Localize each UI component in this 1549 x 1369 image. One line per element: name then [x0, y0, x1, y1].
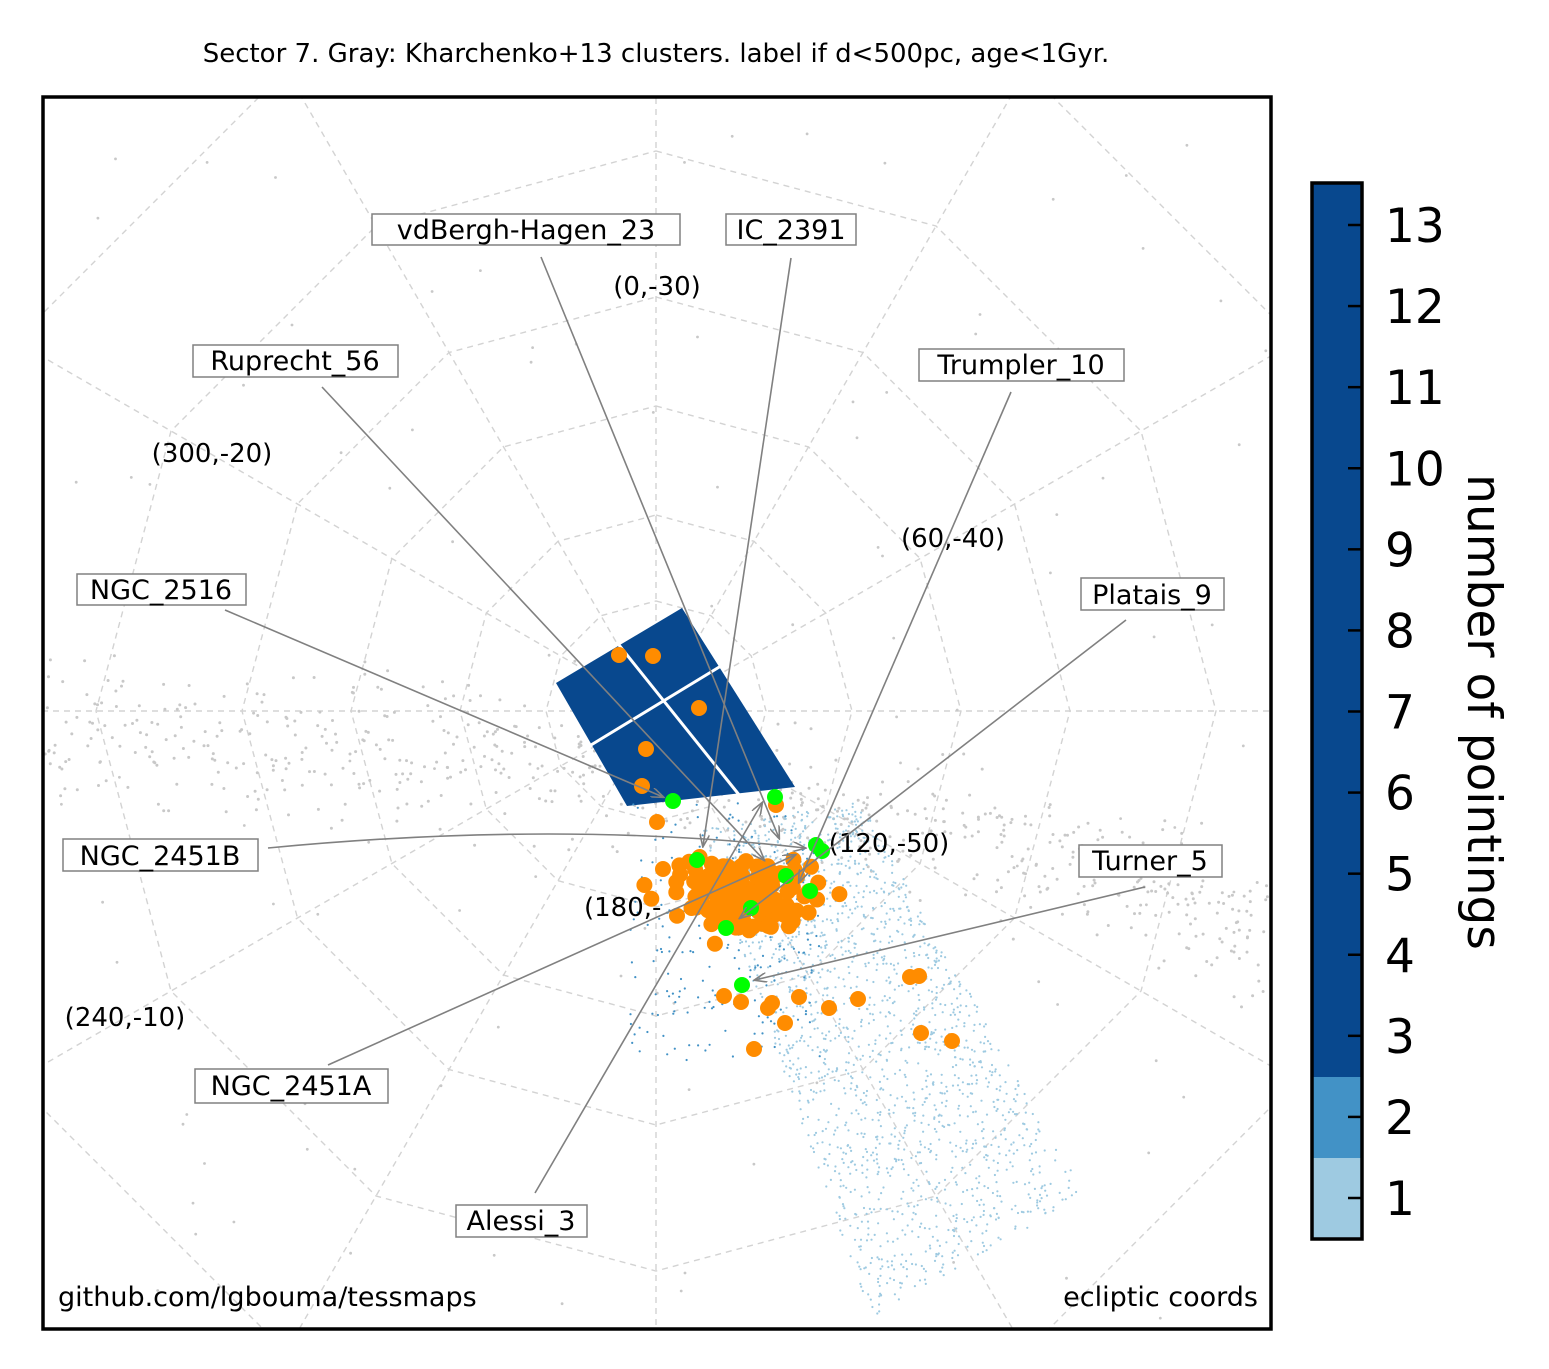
colorbar-tick-1: 1 — [1385, 1172, 1415, 1227]
label-platais-9: Platais_9 — [1092, 580, 1212, 611]
grid-label-60: (60,-40) — [901, 524, 1005, 554]
grid-label-240: (240,-10) — [65, 1003, 186, 1033]
label-trumpler-10: Trumpler_10 — [936, 350, 1104, 381]
label-ruprecht-56: Ruprecht_56 — [210, 346, 379, 377]
label-turner-5: Turner_5 — [1091, 846, 1208, 877]
colorbar-tick-7: 7 — [1385, 686, 1415, 741]
colorbar-tick-8: 8 — [1385, 604, 1415, 659]
colorbar-tick-10: 10 — [1385, 442, 1445, 497]
cluster-labels: vdBergh-Hagen_23 IC_2391 Ruprecht_56 Tru… — [62, 213, 1225, 1238]
colorbar-tick-9: 9 — [1385, 523, 1415, 578]
colorbar-tick-5: 5 — [1385, 848, 1415, 903]
grid-label-300: (300,-20) — [152, 439, 273, 469]
footer-ecliptic: ecliptic coords — [1063, 1282, 1258, 1313]
chart-title: Sector 7. Gray: Kharchenko+13 clusters. … — [203, 39, 1110, 69]
axes-frame — [41, 95, 1273, 1331]
colorbar-tick-13: 13 — [1385, 199, 1445, 254]
label-ic-2391: IC_2391 — [736, 215, 845, 246]
colorbar-tick-12: 12 — [1385, 280, 1445, 335]
colorbar-tick-2: 2 — [1385, 1091, 1415, 1146]
grid-label-0: (0,-30) — [613, 272, 701, 302]
kharchenko-field-stars — [43, 132, 1269, 1320]
annotation-arrows — [224, 256, 1146, 1194]
label-ngc-2451b: NGC_2451B — [80, 841, 241, 872]
grid-label-180: (180,- — [584, 893, 661, 923]
colorbar-tick-4: 4 — [1385, 929, 1415, 984]
colorbar-tick-6: 6 — [1385, 767, 1415, 822]
colorbar-tick-11: 11 — [1385, 361, 1445, 416]
label-vdbergh-hagen-23: vdBergh-Hagen_23 — [397, 215, 655, 246]
label-alessi-3: Alessi_3 — [467, 1206, 576, 1237]
label-ngc-2451a: NGC_2451A — [211, 1071, 372, 1102]
grid-label-120: (120,-50) — [829, 829, 950, 859]
footer-github: github.com/lgbouma/tessmaps — [58, 1282, 477, 1313]
label-ngc-2516: NGC_2516 — [90, 575, 232, 606]
tess-sector-footprint — [556, 608, 1078, 1315]
colorbar-tick-3: 3 — [1385, 1010, 1415, 1065]
colorbar-label: number of pointings — [1456, 474, 1511, 950]
